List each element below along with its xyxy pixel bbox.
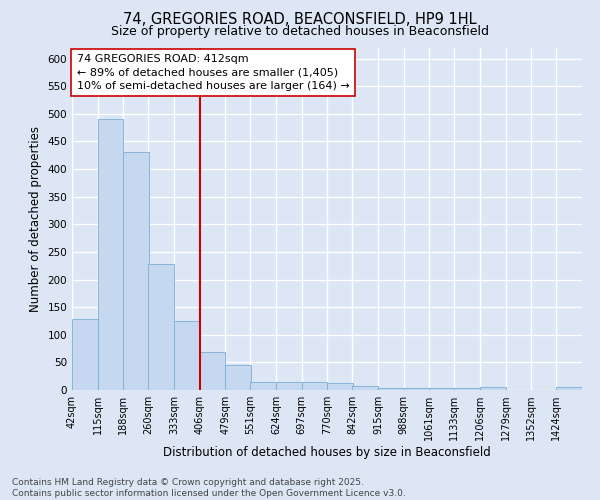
Bar xyxy=(123,152,149,390)
Text: Size of property relative to detached houses in Beaconsfield: Size of property relative to detached ho… xyxy=(111,25,489,38)
Bar xyxy=(174,321,200,390)
Bar xyxy=(98,120,123,390)
Text: Contains HM Land Registry data © Crown copyright and database right 2025.
Contai: Contains HM Land Registry data © Crown c… xyxy=(12,478,406,498)
Bar xyxy=(480,386,506,390)
Bar xyxy=(454,388,480,390)
X-axis label: Distribution of detached houses by size in Beaconsfield: Distribution of detached houses by size … xyxy=(163,446,491,459)
Bar xyxy=(200,352,225,390)
Bar xyxy=(148,264,174,390)
Bar xyxy=(276,382,302,390)
Bar xyxy=(352,386,378,390)
Bar xyxy=(72,320,98,390)
Bar xyxy=(327,384,353,390)
Bar xyxy=(556,387,582,390)
Bar xyxy=(250,382,276,390)
Bar xyxy=(225,365,251,390)
Text: 74 GREGORIES ROAD: 412sqm
← 89% of detached houses are smaller (1,405)
10% of se: 74 GREGORIES ROAD: 412sqm ← 89% of detac… xyxy=(77,54,349,90)
Bar xyxy=(404,388,429,390)
Text: 74, GREGORIES ROAD, BEACONSFIELD, HP9 1HL: 74, GREGORIES ROAD, BEACONSFIELD, HP9 1H… xyxy=(123,12,477,28)
Y-axis label: Number of detached properties: Number of detached properties xyxy=(29,126,42,312)
Bar xyxy=(378,388,404,390)
Bar xyxy=(302,382,327,390)
Bar xyxy=(429,388,455,390)
